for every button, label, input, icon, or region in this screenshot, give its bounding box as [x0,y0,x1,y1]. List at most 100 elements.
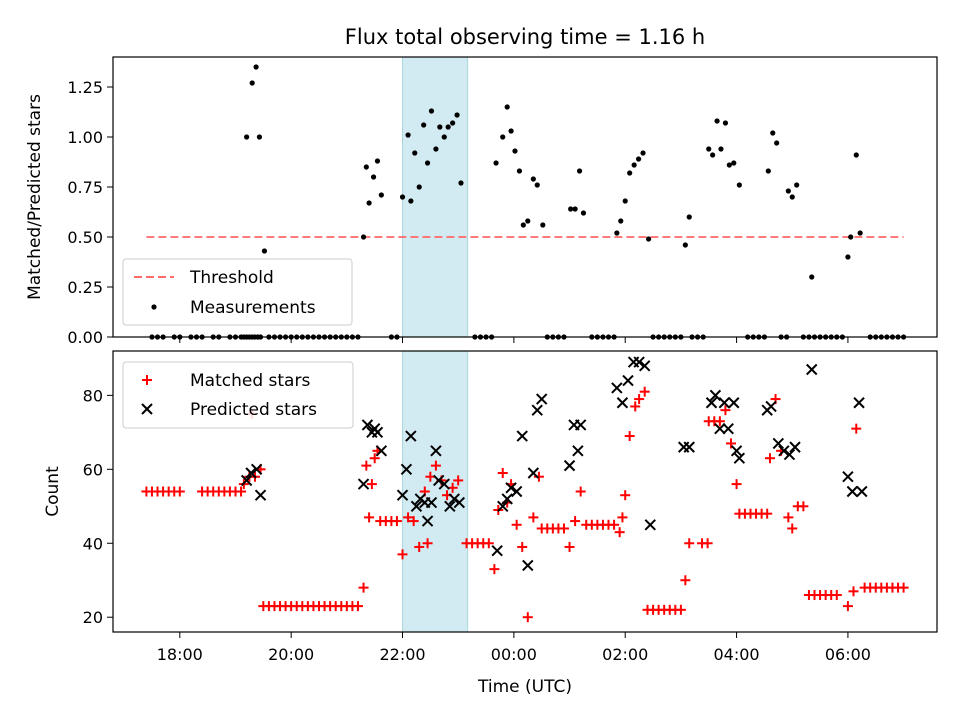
measurement-point [520,222,526,228]
matched-star-point [575,486,586,497]
y-tick-label: 80 [83,386,103,405]
matched-star-point [352,601,363,612]
measurement-point [618,218,624,224]
x-stroke-b [497,500,509,512]
measurement-point [568,206,574,212]
x-stroke-b [633,356,645,368]
x-stroke-b [574,419,587,431]
x-stroke-b [510,485,523,498]
predicted-star-point [438,478,450,490]
measurement-point [421,122,427,128]
measurement-point [458,180,464,186]
matched-star-point [397,549,408,560]
predicted-star-point [789,441,801,453]
predicted-stars-points [240,356,868,572]
measurement-point [360,234,367,240]
x-stroke-b [853,397,865,409]
x-stroke-b [683,441,695,453]
predicted-star-point [527,467,540,479]
measurement-point [399,194,406,200]
predicted-star-point [245,467,257,479]
x-stroke-b [421,515,434,527]
x-stroke-b [240,474,253,487]
x-stroke-b [357,478,370,490]
x-stroke-b [733,452,746,464]
predicted-star-point [728,397,740,409]
predicted-star-point [254,489,267,501]
predicted-star-point [765,400,777,413]
x-stroke-b [644,519,656,531]
x-stroke-b [846,485,859,498]
predicted-star-point [400,463,413,476]
x-stroke-b [396,489,409,501]
predicted-star-point [240,474,253,487]
x-stroke-b [410,500,423,512]
predicted-star-point [531,404,543,416]
x-tick-label: 00:00 [491,645,537,664]
predicted-star-point [842,471,854,483]
bottom-x-axis-ticks: 18:00 20:00 22:00 00:00 02:00 04:00 06:00 [157,632,871,664]
matched-legend-swatch [142,375,152,385]
x-stroke-b [705,397,718,409]
measurement-point [378,192,384,198]
y-tick-label: 0.50 [67,228,103,247]
matched-star-point [624,431,635,442]
measurement-point [500,134,506,140]
bottom-y-axis-label: Count [43,466,63,517]
measurement-point [706,146,712,152]
predicted-star-point [535,393,548,405]
x-stroke-b [842,471,854,483]
predicted-star-point [563,459,576,472]
predicted-star-point [444,500,456,512]
measurement-point [785,188,791,194]
matched-star-point [408,516,419,527]
top-panel: 0.00 0.25 0.50 0.75 1.00 1.25 Matched/Predict… [25,56,938,347]
top-plot-frame [112,56,938,338]
x-stroke-b [405,430,417,442]
measurement-point [428,108,435,114]
matched-star-point [430,460,441,471]
matched-star-point [762,508,773,519]
measurement-point [540,222,546,228]
measurement-point [765,168,771,174]
x-stroke-b [444,500,456,512]
predicted-star-point [644,519,656,531]
x-stroke-b [400,463,413,476]
x-stroke-b [772,437,785,450]
predicted-star-point [772,437,785,450]
predicted-star-point [410,500,423,512]
measurement-point [437,124,443,130]
matched-star-point [414,541,425,552]
measurement-point [853,152,859,158]
predicted-star-point [638,360,651,372]
measurement-point [424,160,431,166]
matched-star-point [617,512,628,523]
bottom-panel: 20 40 60 80 18:00 20:00 22:00 00:00 02:00 04:00 0… [43,350,938,697]
matched-star-point [684,538,695,549]
predicted-star-point [846,485,859,498]
measurement-point [614,230,620,236]
measurement-point [572,206,578,212]
measurement-point [366,200,372,206]
matched-star-point [511,519,522,530]
measurement-point [580,210,587,216]
matched-star-point [522,612,533,623]
matched-star-point [680,575,691,586]
predicted-star-point [497,500,509,512]
chart-title: Flux total observing time = 1.16 h [345,25,705,49]
measurement-point [845,254,851,260]
predicted-star-point [616,397,629,409]
x-stroke-b [730,445,743,457]
measurements-legend-swatch [151,304,157,310]
matched-star-point [453,475,464,486]
x-stroke-b [806,363,818,376]
x-tick-label: 22:00 [379,645,425,664]
measurement-point [363,164,369,170]
predicted-star-point [622,374,634,387]
measurement-point [504,104,510,110]
y-tick-label: 1.00 [67,128,103,147]
x-tick-label: 06:00 [825,645,871,664]
predicted-star-point [522,559,534,572]
x-stroke-b [254,489,267,501]
